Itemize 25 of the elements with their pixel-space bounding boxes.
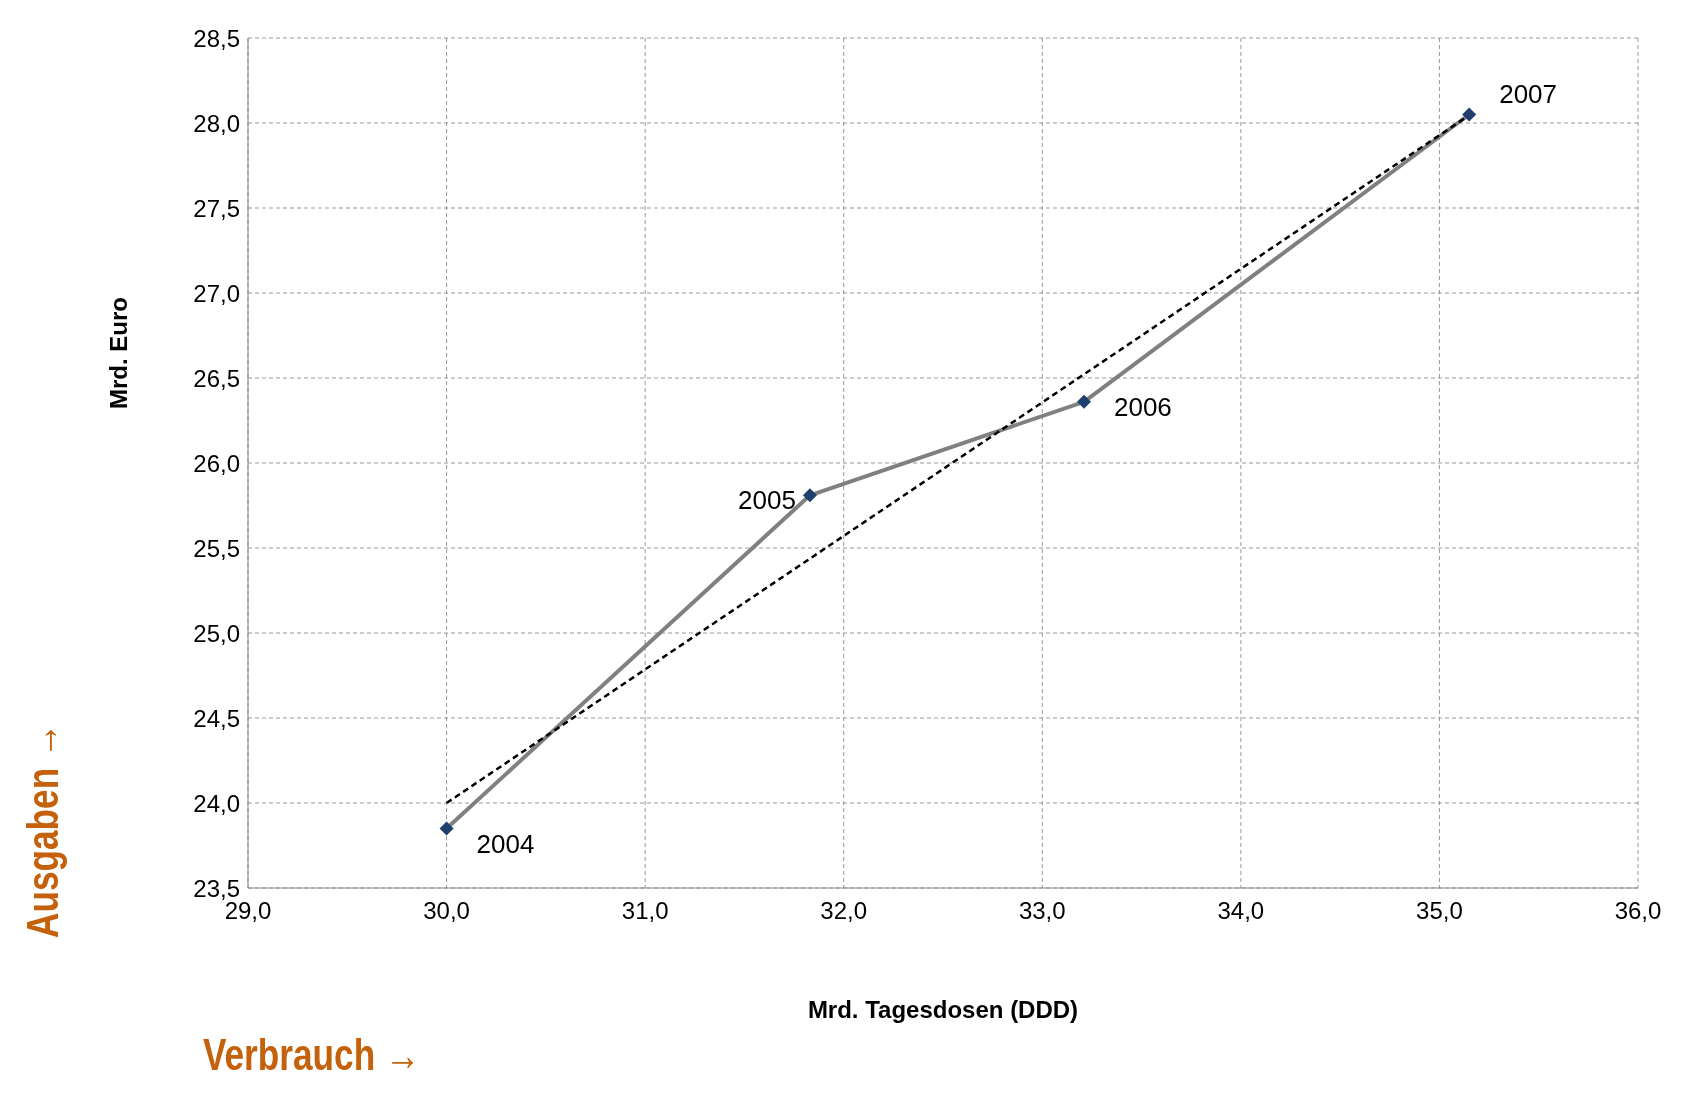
x-tick-label: 31,0 [621, 897, 669, 925]
y-tick-label: 28,5 [193, 24, 240, 52]
annotation: 2007 [1499, 78, 1558, 109]
x-tick-label: 36,0 [1614, 897, 1662, 925]
x-tick-label: 30,0 [423, 897, 470, 925]
annotation: 2006 [1113, 391, 1172, 422]
x-tick-label: 33,0 [1018, 897, 1066, 925]
x-tick-label: 34,0 [1217, 897, 1265, 925]
y-tick-label: 27,5 [193, 194, 240, 222]
text: Verbrauch → [203, 1030, 421, 1080]
text: Ausgaben → [18, 722, 68, 938]
y-tick-label: 24,5 [193, 704, 240, 732]
y-axis-title: Mrd. Euro [104, 297, 132, 409]
y-tick-label: 24,0 [193, 789, 240, 817]
y-tick-label: 25,5 [193, 534, 240, 562]
y-tick-label: 25,0 [193, 619, 240, 647]
y-tick-label: 26,0 [193, 449, 240, 477]
y-tick-label: 27,0 [193, 279, 240, 307]
annotation: 2005 [738, 485, 796, 516]
x-axis-title: Mrd. Tagesdosen (DDD) [807, 996, 1079, 1023]
x-tick-label: 32,0 [820, 897, 868, 925]
x-tick-label: 35,0 [1416, 897, 1463, 925]
y-tick-label: 28,0 [193, 109, 240, 137]
annotation: 2004 [476, 828, 535, 859]
y-tick-label: 26,5 [193, 364, 240, 392]
